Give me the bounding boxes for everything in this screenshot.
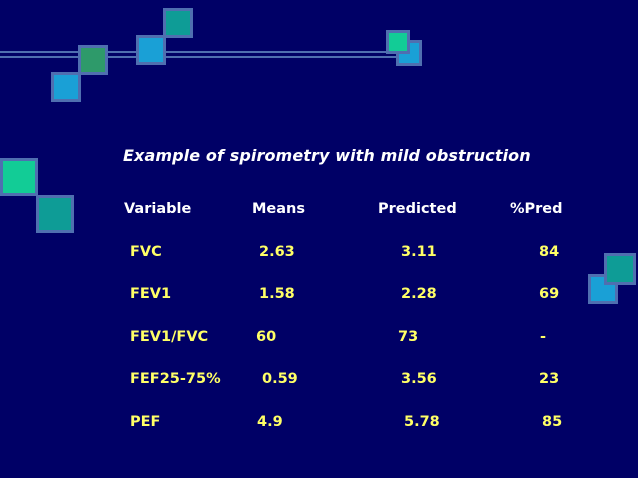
cell-predicted: 3.56 xyxy=(401,371,437,387)
cell-variable: FVC xyxy=(130,244,162,260)
decor-square xyxy=(78,45,108,75)
cell-predicted: 2.28 xyxy=(401,286,437,302)
slide-title: Example of spirometry with mild obstruct… xyxy=(123,146,531,165)
decor-square xyxy=(36,195,74,233)
column-header-predicted: Predicted xyxy=(378,201,457,217)
decor-square xyxy=(604,253,636,285)
cell-pct-pred: 84 xyxy=(539,244,560,260)
cell-predicted: 73 xyxy=(398,329,419,345)
column-header-pct-pred: %Pred xyxy=(510,201,563,217)
decor-square xyxy=(386,30,410,54)
cell-means: 2.63 xyxy=(259,244,295,260)
cell-pct-pred: - xyxy=(540,329,547,345)
cell-means: 4.9 xyxy=(257,414,283,430)
decor-square xyxy=(51,72,81,102)
cell-variable: PEF xyxy=(130,414,161,430)
cell-pct-pred: 69 xyxy=(539,286,560,302)
cell-pct-pred: 85 xyxy=(542,414,563,430)
column-header-means: Means xyxy=(252,201,306,217)
cell-variable: FEF25-75% xyxy=(130,371,221,387)
cell-variable: FEV1/FVC xyxy=(130,329,209,345)
cell-means: 1.58 xyxy=(259,286,295,302)
cell-means: 60 xyxy=(256,329,277,345)
decor-square xyxy=(0,158,38,196)
cell-predicted: 3.11 xyxy=(401,244,437,260)
decor-rail-bottom xyxy=(0,56,410,58)
decor-square xyxy=(136,35,166,65)
cell-variable: FEV1 xyxy=(130,286,172,302)
cell-pct-pred: 23 xyxy=(539,371,560,387)
decor-square xyxy=(163,8,193,38)
cell-predicted: 5.78 xyxy=(404,414,440,430)
column-header-variable: Variable xyxy=(124,201,192,217)
decor-rail-top xyxy=(0,51,400,53)
cell-means: 0.59 xyxy=(262,371,298,387)
